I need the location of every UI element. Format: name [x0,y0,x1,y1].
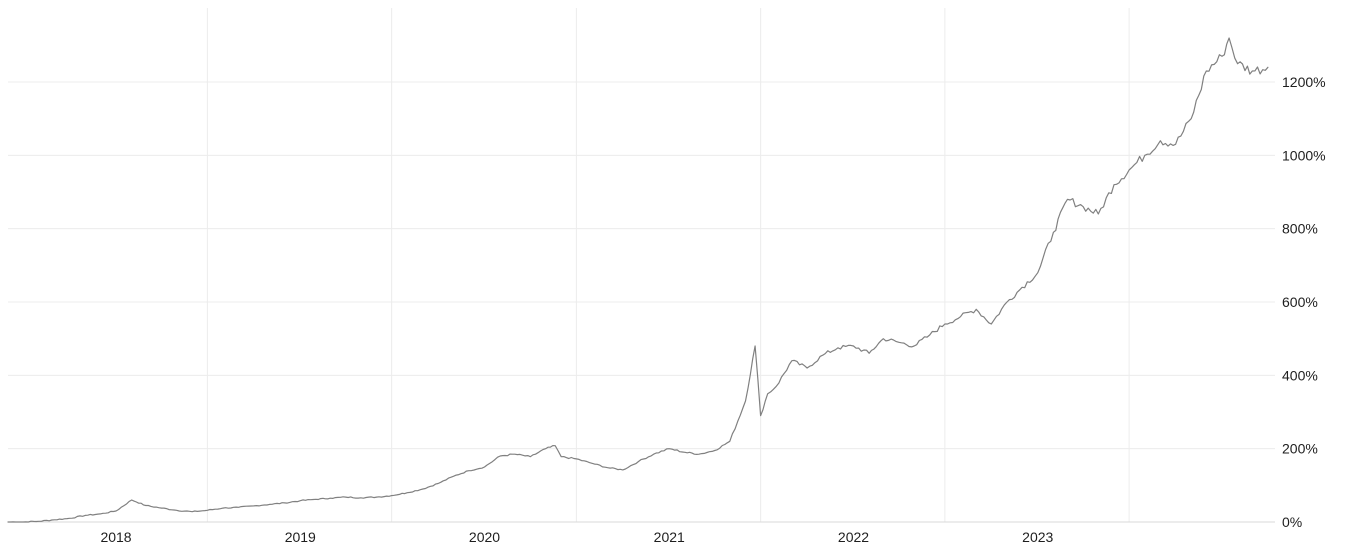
x-tick-label: 2019 [285,529,316,545]
y-tick-label: 1200% [1282,74,1326,90]
y-tick-label: 600% [1282,294,1318,310]
x-tick-label: 2022 [838,529,869,545]
x-tick-label: 2020 [469,529,500,545]
y-tick-label: 0% [1282,514,1302,530]
x-tick-label: 2021 [654,529,685,545]
horizontal-gridlines [8,81,1275,450]
vertical-gridlines [206,8,1130,522]
x-tick-label: 2023 [1022,529,1053,545]
y-tick-label: 400% [1282,367,1318,383]
x-tick-label: 2018 [100,529,131,545]
y-tick-labels: 0% 200% 400% 600% 800% 1000% 1200% [1282,74,1326,530]
series-line [7,37,1269,523]
y-tick-label: 800% [1282,221,1318,237]
y-tick-label: 200% [1282,441,1318,457]
series-group [7,37,1269,523]
x-tick-labels: 2018 2019 2020 2021 2022 2023 [100,529,1053,545]
y-tick-label: 1000% [1282,147,1326,163]
